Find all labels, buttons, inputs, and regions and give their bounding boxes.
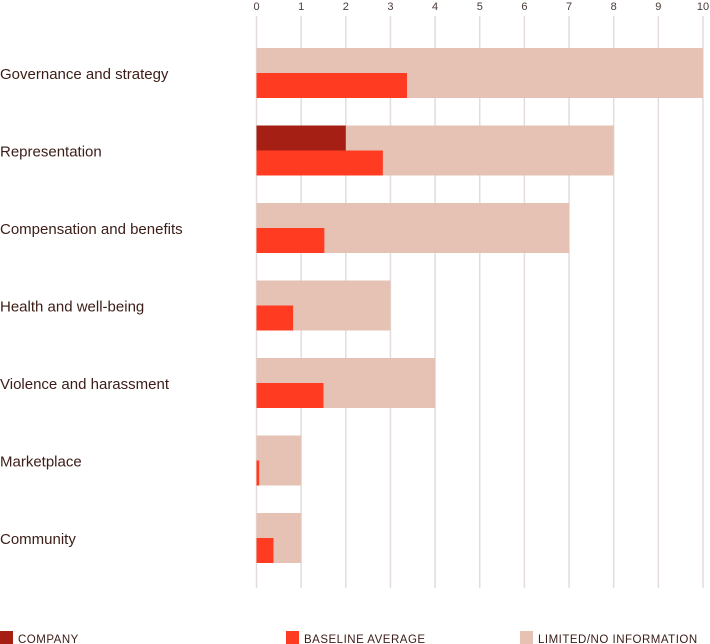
legend-label: COMPANY [18,634,79,644]
baseline-average-bar [256,73,407,98]
category-label: Compensation and benefits [0,221,183,238]
x-tick-label: 0 [253,1,259,13]
baseline-average-bar [256,228,325,253]
legend-swatch [520,631,533,644]
x-tick-label: 3 [387,1,393,13]
category-label: Health and well-being [0,299,144,316]
baseline-average-bar [256,305,294,331]
x-tick-label: 6 [521,1,527,13]
x-tick-label: 7 [566,1,572,13]
legend-label: BASELINE AVERAGE [304,634,426,644]
category-label: Community [0,531,76,548]
legend-swatch [286,631,299,644]
baseline-average-bar [256,383,324,408]
category-label: Marketplace [0,454,82,471]
company-bar [256,125,346,151]
x-tick-label: 10 [697,1,709,13]
limited-info-bar [256,435,302,486]
x-tick-label: 5 [477,1,483,13]
x-tick-label: 9 [655,1,661,13]
x-tick-label: 1 [298,1,304,13]
x-tick-label: 4 [432,1,438,13]
legend-swatch [0,631,13,644]
baseline-average-bar [256,150,383,176]
x-tick-label: 2 [343,1,349,13]
category-label: Representation [0,144,102,161]
baseline-average-bar [256,460,260,486]
category-label: Violence and harassment [0,376,170,393]
baseline-average-bar [256,538,274,563]
legend-label: LIMITED/NO INFORMATION [538,634,698,644]
category-label: Governance and strategy [0,66,169,83]
x-tick-label: 8 [611,1,617,13]
